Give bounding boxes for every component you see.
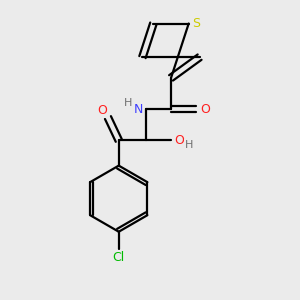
Text: O: O	[174, 134, 184, 147]
Text: H: H	[185, 140, 193, 150]
Text: H: H	[124, 98, 133, 108]
Text: Cl: Cl	[112, 251, 125, 264]
Text: O: O	[200, 103, 210, 116]
Text: O: O	[97, 104, 107, 117]
Text: S: S	[192, 17, 200, 30]
Text: N: N	[133, 103, 143, 116]
